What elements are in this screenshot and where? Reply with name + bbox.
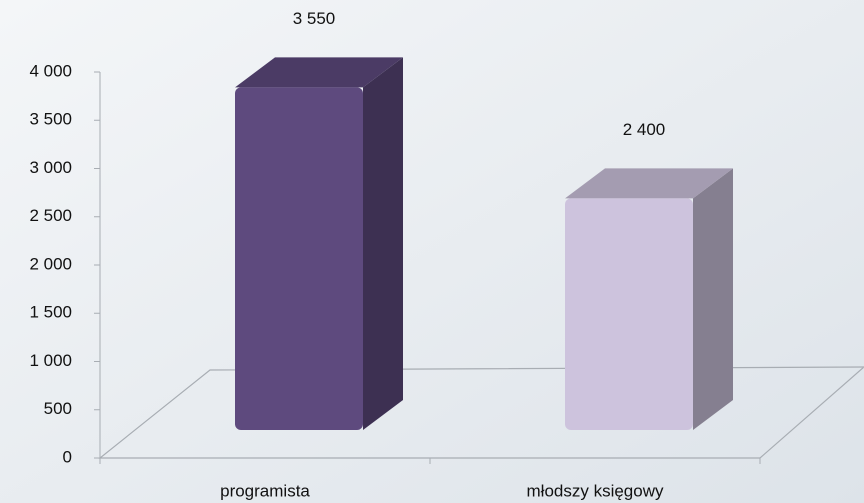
y-tick-label: 4 000 <box>29 61 72 80</box>
ticks: 0 500 1 000 1 500 2 000 2 500 3 000 3 500 4 000 <box>29 61 761 466</box>
x-tick-label: programista <box>220 481 310 500</box>
y-tick-label: 3 000 <box>29 158 72 177</box>
y-tick-label: 2 500 <box>29 206 72 225</box>
bar-side <box>363 57 403 431</box>
bar-front <box>565 198 693 430</box>
bar-top <box>235 57 403 88</box>
y-tick-label: 0 <box>63 447 72 466</box>
y-tick-label: 3 500 <box>29 110 72 129</box>
y-tick-label: 1 000 <box>29 351 72 370</box>
bar-top <box>565 168 733 199</box>
y-tick-label: 2 000 <box>29 254 72 273</box>
bar <box>235 57 403 431</box>
y-tick-label: 500 <box>44 399 72 418</box>
bar-front <box>235 87 363 431</box>
bar <box>565 168 733 430</box>
bars: 3 550 programista 2 400 młodszy księgowy <box>220 9 733 500</box>
value-label: 3 550 <box>293 9 336 28</box>
value-label: 2 400 <box>623 120 666 139</box>
x-tick-label: młodszy księgowy <box>527 481 664 500</box>
y-tick-label: 1 500 <box>29 303 72 322</box>
bar-side <box>693 168 733 430</box>
